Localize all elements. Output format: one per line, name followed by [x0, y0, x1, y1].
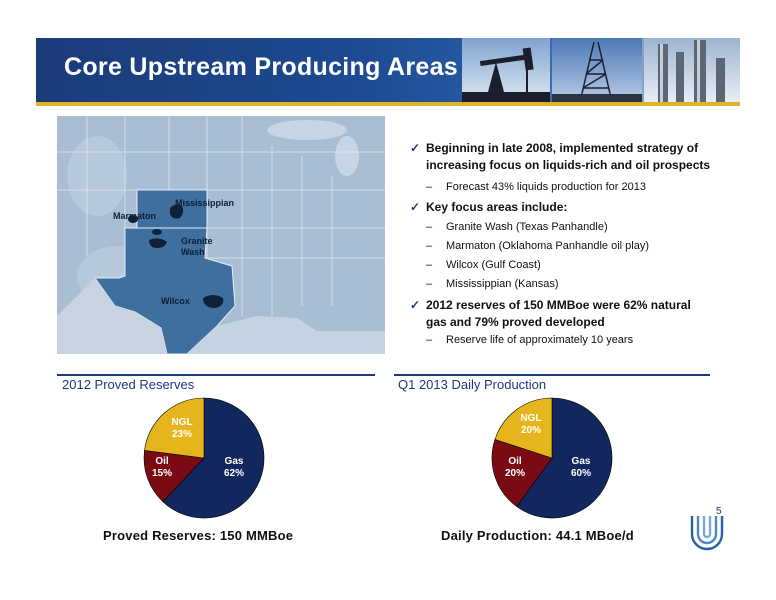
map-label-wilcox: Wilcox — [161, 296, 190, 306]
slice-name: Gas — [571, 456, 591, 467]
section-title-production: Q1 2013 Daily Production — [398, 377, 547, 392]
check-icon: ✓ — [410, 141, 421, 155]
bullet-text-line: gas and 79% proved developed — [426, 315, 605, 329]
slice-name: Oil — [155, 456, 169, 467]
map-label-mississippian: Mississippian — [175, 198, 234, 208]
bullet-reserves: ✓ 2012 reserves of 150 MMBoe were 62% na… — [410, 297, 730, 331]
pie-label-ngl: NGL 23% — [160, 417, 204, 441]
bullet-text-line: 2012 reserves of 150 MMBoe were 62% natu… — [426, 298, 691, 312]
dash-icon: – — [426, 278, 433, 290]
pie-slice-oil — [143, 450, 205, 503]
map-label-marmaton: Marmaton — [113, 211, 156, 221]
check-icon: ✓ — [410, 298, 421, 312]
reserves-footer: Proved Reserves: 150 MMBoe — [103, 528, 294, 543]
map-label-granite: Granite — [181, 236, 213, 246]
sub-bullet: – Forecast 43% liquids production for 20… — [426, 180, 726, 194]
pie-slice-ngl — [494, 397, 553, 459]
dash-icon: – — [426, 259, 433, 271]
slice-value: 62% — [223, 468, 244, 479]
check-icon: ✓ — [410, 200, 421, 214]
bullet-text-line: Key focus areas include: — [426, 200, 568, 214]
pie-label-ngl: NGL 20% — [509, 413, 553, 437]
slice-name: Gas — [224, 456, 244, 467]
sub-bullet-text: Granite Wash (Texas Panhandle) — [446, 221, 608, 233]
pie-slice-ngl — [144, 397, 205, 459]
slice-value: 23% — [171, 429, 192, 440]
pie-label-oil: Oil 20% — [493, 456, 537, 480]
production-footer: Daily Production: 44.1 MBoe/d — [441, 528, 634, 543]
slice-name: Oil — [508, 456, 522, 467]
page-number: 5 — [716, 506, 722, 517]
us-map: Mississippian Marmaton Granite Wash Wilc… — [57, 116, 385, 354]
header-oilfield-photos — [462, 38, 740, 102]
sub-bullet: – Mississippian (Kansas) — [426, 277, 726, 291]
dash-icon: – — [426, 221, 433, 233]
pie-label-oil: Oil 15% — [140, 456, 184, 480]
slice-value: 20% — [504, 468, 525, 479]
bullet-focus-areas: ✓ Key focus areas include: — [410, 199, 730, 216]
header-accent-line — [36, 102, 740, 106]
sub-bullet: – Marmaton (Oklahoma Panhandle oil play) — [426, 239, 726, 253]
bullet-strategy: ✓ Beginning in late 2008, implemented st… — [410, 140, 730, 174]
sub-bullet-text: Mississippian (Kansas) — [446, 278, 559, 290]
dash-icon: – — [426, 240, 433, 252]
pie-label-gas: Gas 60% — [559, 456, 603, 480]
section-title-reserves: 2012 Proved Reserves — [62, 377, 195, 392]
map-label-wash: Wash — [181, 247, 205, 257]
sub-bullet: – Wilcox (Gulf Coast) — [426, 258, 726, 272]
bullet-text-line: increasing focus on liquids-rich and oil… — [426, 158, 711, 172]
dash-icon: – — [426, 334, 433, 346]
sub-bullet: – Granite Wash (Texas Panhandle) — [426, 220, 726, 234]
slice-value: 20% — [520, 425, 541, 436]
slice-name: NGL — [171, 417, 193, 428]
sub-bullet-text: Reserve life of approximately 10 years — [446, 334, 634, 346]
slice-value: 15% — [151, 468, 172, 479]
section-divider — [394, 374, 710, 376]
dash-icon: – — [426, 181, 433, 193]
pie-slice-gas — [162, 397, 265, 519]
pie-slice-oil — [491, 439, 553, 507]
pie-chart-reserves — [143, 397, 265, 519]
sub-bullet-text: Forecast 43% liquids production for 2013 — [446, 181, 646, 193]
page-title: Core Upstream Producing Areas — [64, 53, 458, 81]
sub-bullet-text: Wilcox (Gulf Coast) — [446, 259, 541, 271]
bullet-text-line: Beginning in late 2008, implemented stra… — [426, 141, 699, 155]
slice-name: NGL — [520, 413, 542, 424]
pie-slice-gas — [516, 397, 613, 519]
sub-bullet: – Reserve life of approximately 10 years — [426, 333, 726, 347]
pie-chart-production — [491, 397, 613, 519]
company-logo-icon — [690, 516, 724, 551]
slice-value: 60% — [570, 468, 591, 479]
pie-label-gas: Gas 62% — [212, 456, 256, 480]
sub-bullet-text: Marmaton (Oklahoma Panhandle oil play) — [446, 240, 649, 252]
section-divider — [57, 374, 375, 376]
